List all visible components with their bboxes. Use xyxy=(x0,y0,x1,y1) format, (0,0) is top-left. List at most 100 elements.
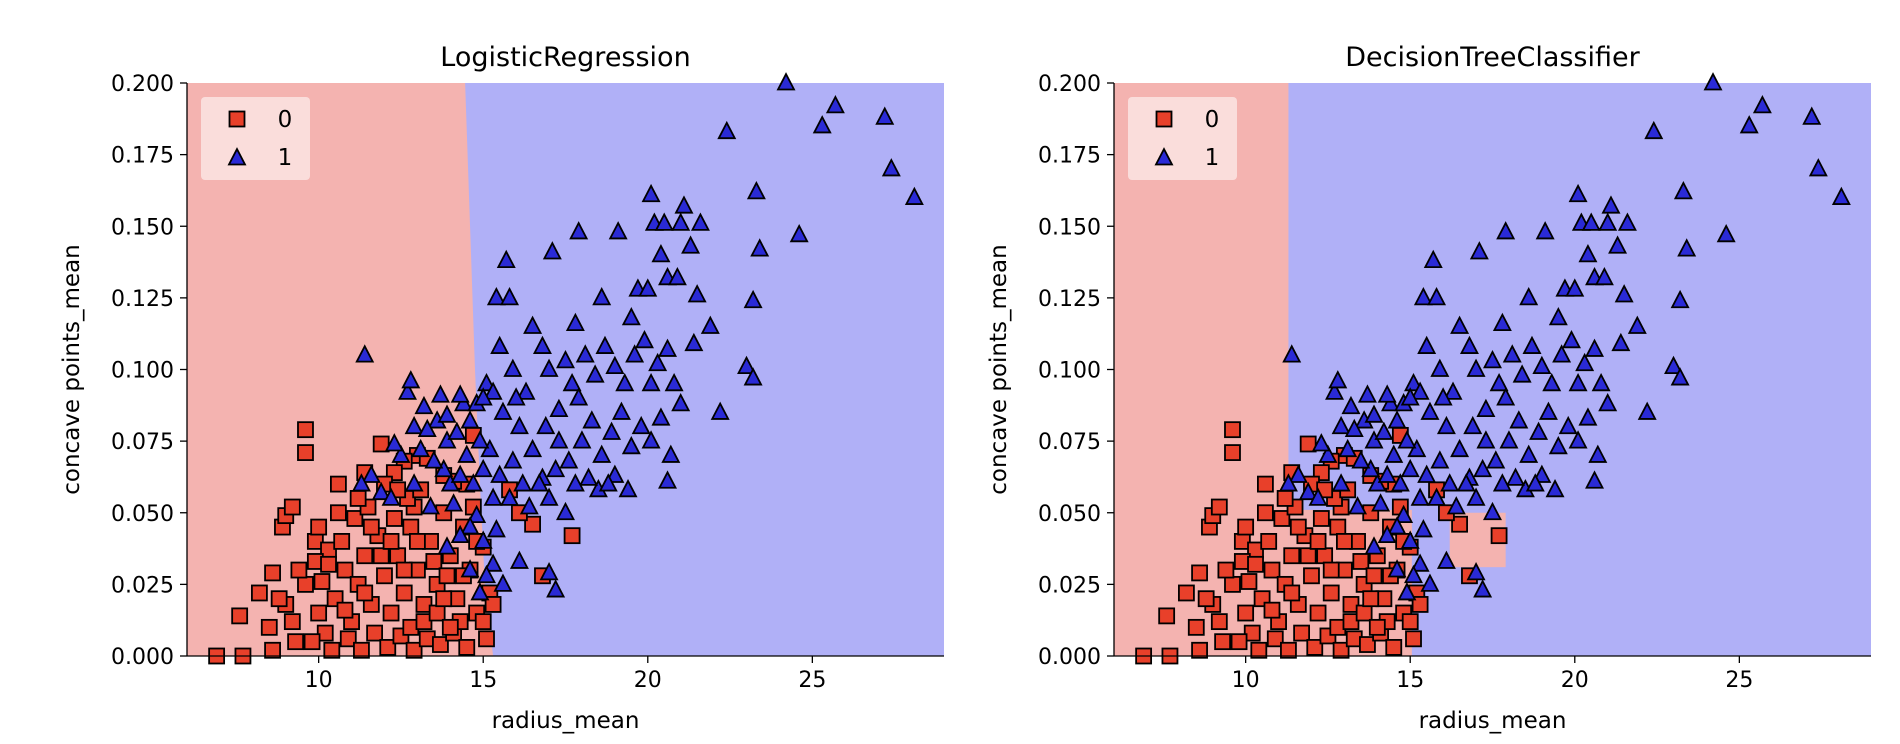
point-class-0 xyxy=(1158,607,1176,625)
point-class-0 xyxy=(563,527,581,545)
point-class-0 xyxy=(1230,633,1248,651)
point-class-0 xyxy=(323,641,341,659)
point-class-1 xyxy=(661,444,681,463)
point-class-1 xyxy=(404,473,424,492)
point-class-1 xyxy=(470,582,490,601)
legend-box xyxy=(201,97,310,180)
point-class-1 xyxy=(641,372,661,392)
point-class-0 xyxy=(524,515,541,533)
point-class-0 xyxy=(1187,618,1205,636)
point-class-1 xyxy=(470,430,490,449)
point-class-1 xyxy=(582,410,602,429)
point-class-1 xyxy=(1535,221,1555,240)
point-class-1 xyxy=(371,481,391,501)
point-class-0 xyxy=(313,573,331,590)
point-class-1 xyxy=(690,212,710,231)
point-class-1 xyxy=(1578,407,1598,426)
point-class-1 xyxy=(1469,241,1489,260)
y-tick-label: 0.000 xyxy=(111,645,174,670)
point-class-1 xyxy=(447,421,467,440)
point-class-1 xyxy=(1410,381,1430,400)
point-class-1 xyxy=(1404,372,1423,392)
point-class-1 xyxy=(1282,344,1302,363)
point-class-1 xyxy=(572,430,592,449)
y-tick-label: 0.075 xyxy=(111,430,174,455)
point-class-1 xyxy=(743,367,763,386)
point-class-0 xyxy=(425,553,443,570)
point-class-1 xyxy=(602,421,622,440)
y-tick-label: 0.025 xyxy=(111,573,174,598)
point-class-1 xyxy=(1588,444,1608,463)
point-class-1 xyxy=(654,212,674,231)
point-class-1 xyxy=(1466,358,1486,377)
point-class-1 xyxy=(1423,249,1443,269)
point-class-1 xyxy=(1512,364,1532,383)
point-class-0 xyxy=(1257,504,1274,522)
point-class-0 xyxy=(1303,567,1320,585)
chart-title: DecisionTreeClassifier xyxy=(1345,42,1640,73)
point-class-1 xyxy=(1739,115,1759,134)
point-class-1 xyxy=(671,212,691,231)
point-class-1 xyxy=(615,372,635,392)
point-class-1 xyxy=(1443,381,1463,400)
point-class-1 xyxy=(414,395,434,415)
point-class-0 xyxy=(329,504,347,522)
point-class-1 xyxy=(1436,415,1456,435)
y-axis-label: concave points_mean xyxy=(59,244,85,494)
x-tick-label: 25 xyxy=(798,668,826,693)
point-class-1 xyxy=(1308,487,1328,506)
point-class-0 xyxy=(356,584,374,602)
point-class-0 xyxy=(1352,553,1370,570)
point-class-1 xyxy=(1344,418,1364,438)
point-class-1 xyxy=(1377,464,1397,483)
point-class-0 xyxy=(1191,641,1208,659)
point-class-1 xyxy=(1802,106,1822,125)
point-class-1 xyxy=(1466,487,1486,506)
point-class-0 xyxy=(1312,510,1330,527)
point-class-1 xyxy=(1331,415,1351,435)
point-class-1 xyxy=(467,504,487,523)
point-class-1 xyxy=(1394,504,1414,523)
point-class-1 xyxy=(1420,573,1440,592)
scatter-points xyxy=(208,72,924,665)
y-axis-label: concave points_mean xyxy=(986,244,1012,494)
point-class-1 xyxy=(1387,410,1407,429)
point-class-0 xyxy=(1329,518,1347,536)
point-class-1 xyxy=(361,464,381,483)
point-class-1 xyxy=(1463,415,1483,435)
panel-logistic-regression: 10 15 20 250.0000.0250.0500.0750.1000.1250.… xyxy=(59,42,944,734)
point-class-0 xyxy=(428,604,446,622)
x-axis-label: radius_mean xyxy=(1419,708,1567,734)
point-class-0 xyxy=(1405,630,1422,648)
point-class-1 xyxy=(421,496,441,515)
scatter-points xyxy=(1135,72,1851,665)
point-class-1 xyxy=(1601,195,1621,214)
point-class-1 xyxy=(651,244,671,263)
point-class-0 xyxy=(458,639,476,656)
point-class-1 xyxy=(1400,530,1420,549)
point-class-1 xyxy=(674,195,694,214)
point-class-1 xyxy=(750,238,770,257)
legend-label: 0 xyxy=(278,107,293,133)
point-class-1 xyxy=(444,493,464,512)
point-class-1 xyxy=(651,407,671,426)
point-class-0 xyxy=(1299,547,1317,565)
point-class-0 xyxy=(316,624,334,642)
point-class-1 xyxy=(789,223,809,243)
point-class-1 xyxy=(411,438,431,458)
point-class-1 xyxy=(1400,387,1420,406)
point-class-1 xyxy=(1298,481,1318,501)
point-class-1 xyxy=(565,312,585,332)
point-class-1 xyxy=(1440,473,1460,492)
legend-marker-class-1 xyxy=(1154,147,1174,166)
point-class-0 xyxy=(264,564,281,582)
x-tick-label: 20 xyxy=(634,668,662,693)
point-class-1 xyxy=(611,401,631,420)
point-class-1 xyxy=(384,433,404,452)
point-class-0 xyxy=(310,518,328,536)
point-class-1 xyxy=(457,444,477,463)
point-class-1 xyxy=(737,355,757,375)
point-class-0 xyxy=(1451,515,1468,533)
point-class-1 xyxy=(539,487,559,506)
point-class-1 xyxy=(1341,395,1361,415)
